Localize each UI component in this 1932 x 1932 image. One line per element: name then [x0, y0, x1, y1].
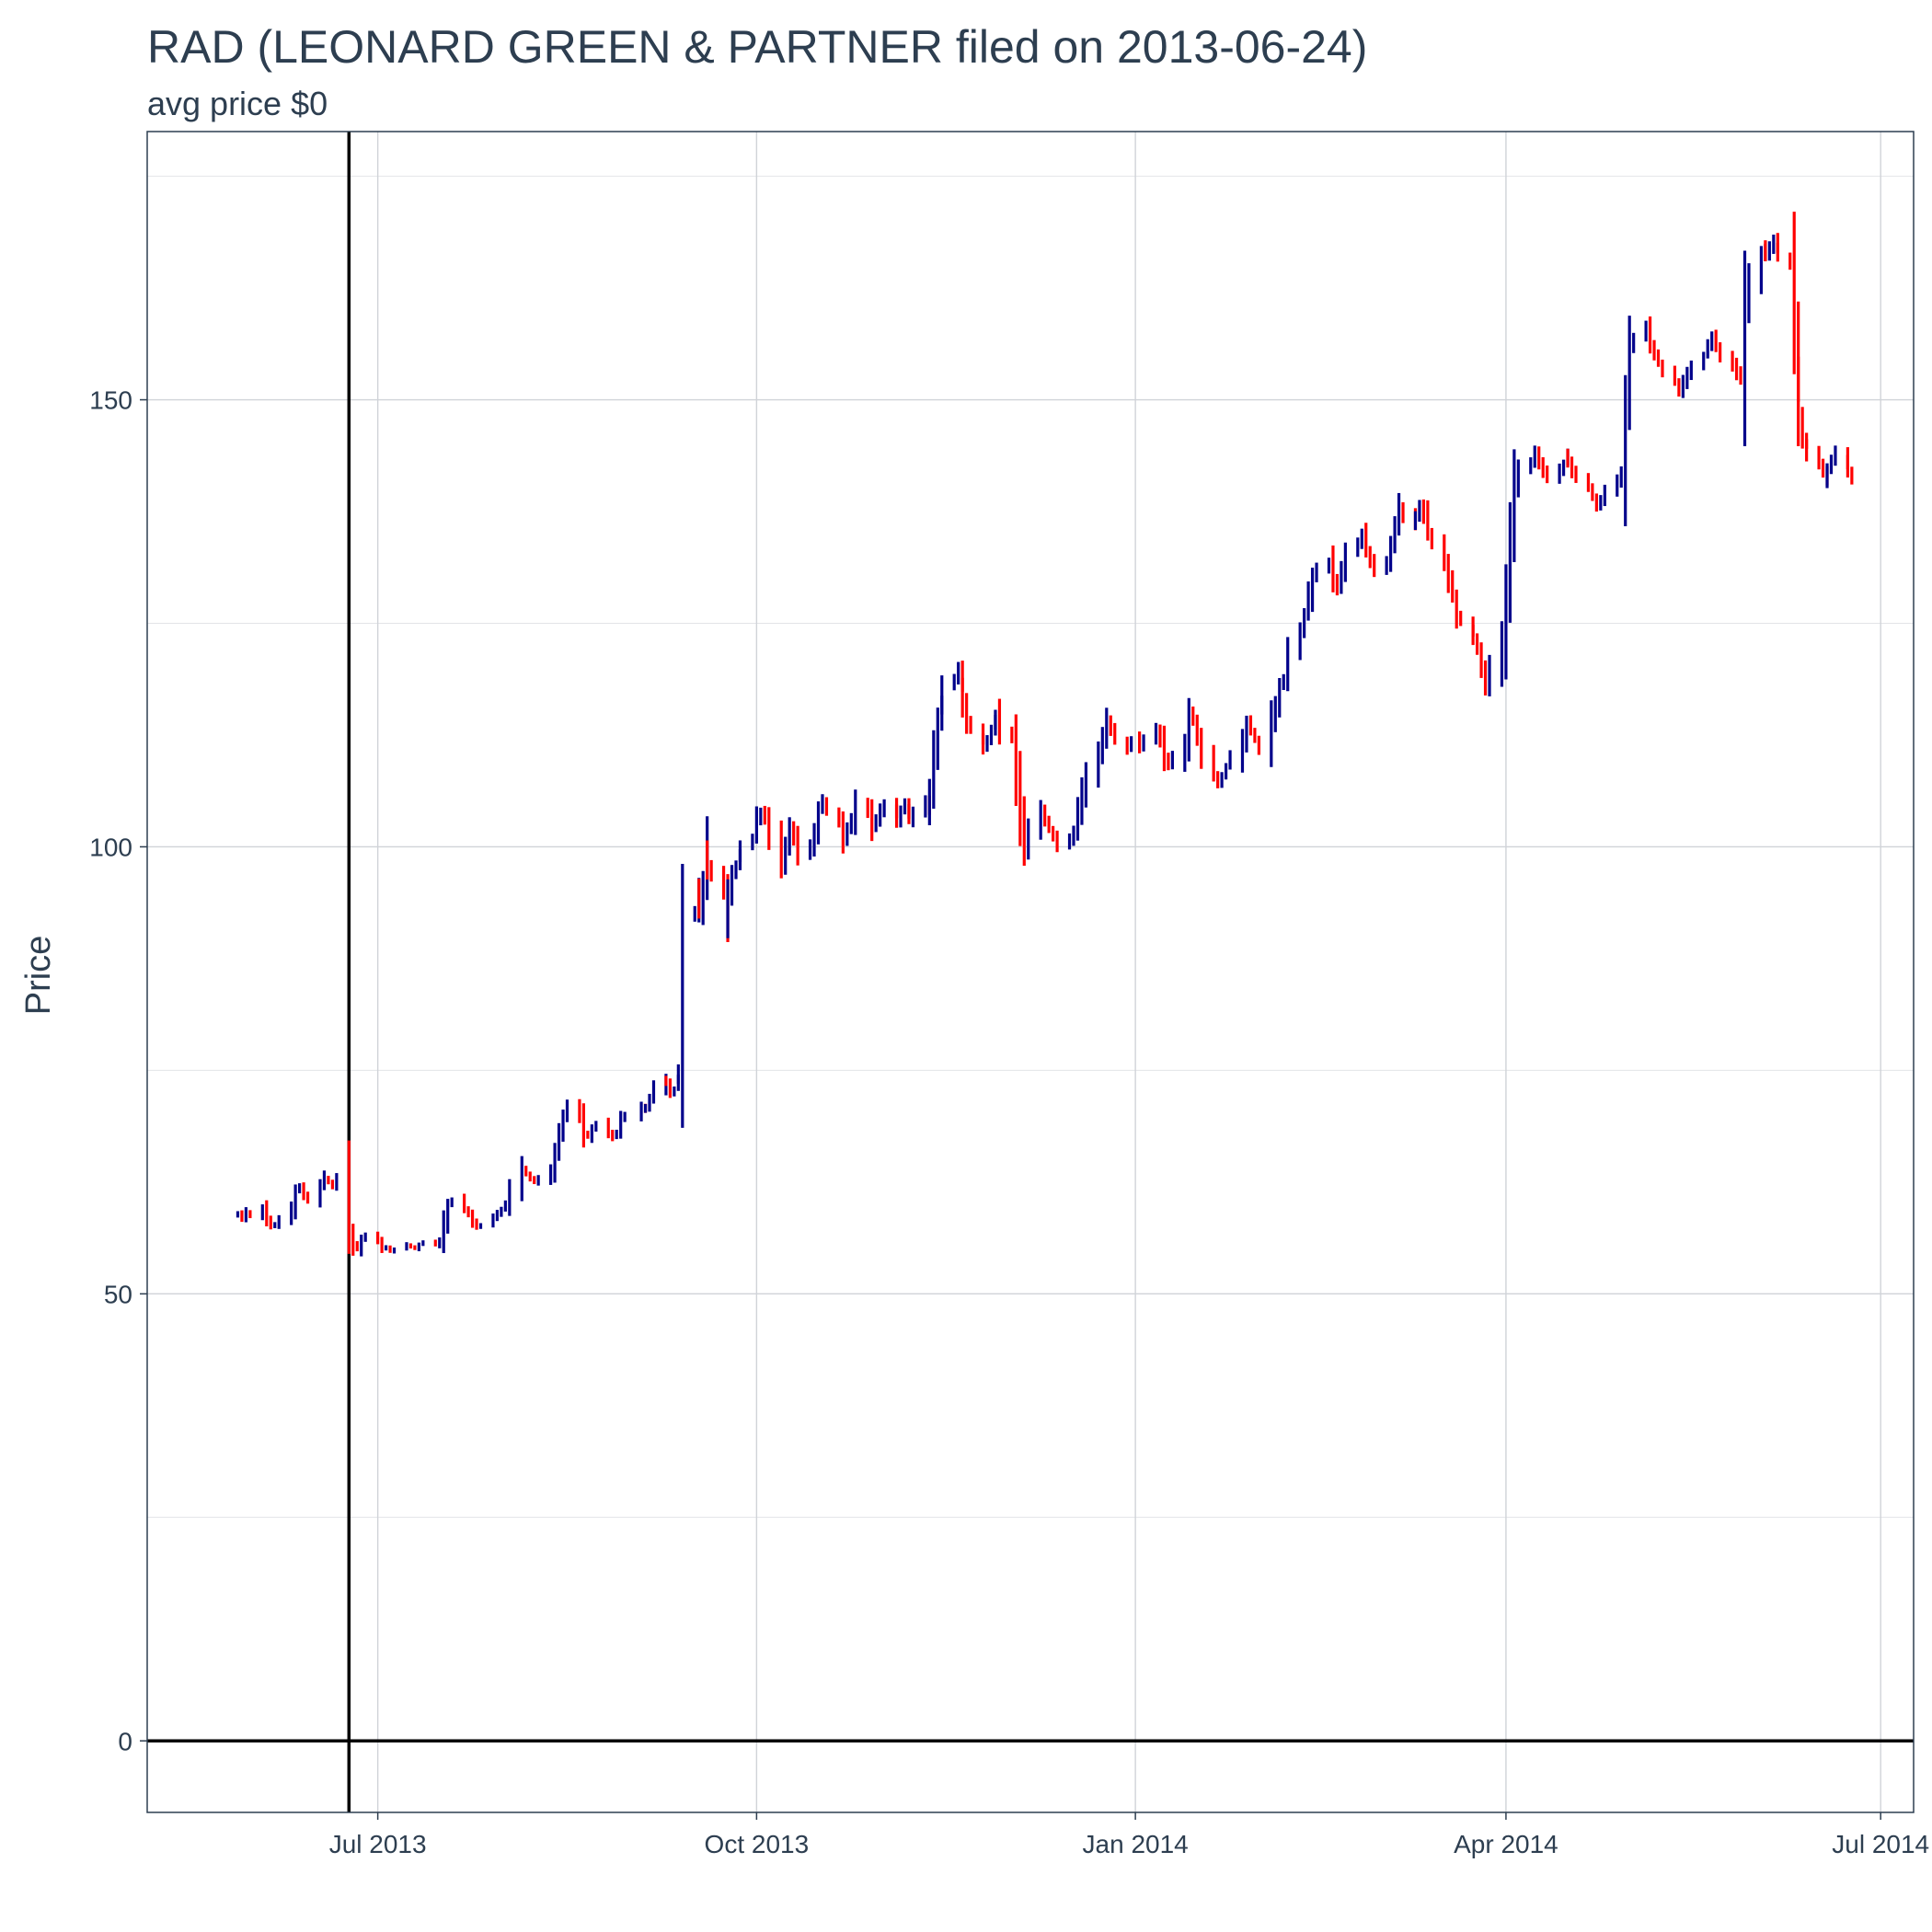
reference-lines — [147, 132, 1914, 1812]
chart-subtitle: avg price $0 — [147, 85, 328, 122]
chart-title: RAD (LEONARD GREEN & PARTNER filed on 20… — [147, 21, 1367, 73]
y-axis-label: Price — [19, 936, 58, 1016]
x-tick-label: Jan 2014 — [1083, 1830, 1189, 1858]
y-tick-label: 50 — [104, 1280, 132, 1308]
y-tick-label: 150 — [89, 386, 132, 415]
x-tick-label: Jul 2014 — [1832, 1830, 1929, 1858]
x-tick-label: Apr 2014 — [1454, 1830, 1558, 1858]
y-tick-label: 0 — [118, 1727, 132, 1755]
x-tick-label: Jul 2013 — [329, 1830, 427, 1858]
y-tick-label: 100 — [89, 833, 132, 861]
price-candles — [236, 212, 1854, 1257]
plot-border — [146, 131, 1915, 1813]
x-tick-label: Oct 2013 — [705, 1830, 810, 1858]
axes: 0 50 100 150 Jul 2013 Oct 2013 Jan 2014 Apr 201… — [89, 386, 1929, 1858]
grid — [147, 132, 1914, 1812]
